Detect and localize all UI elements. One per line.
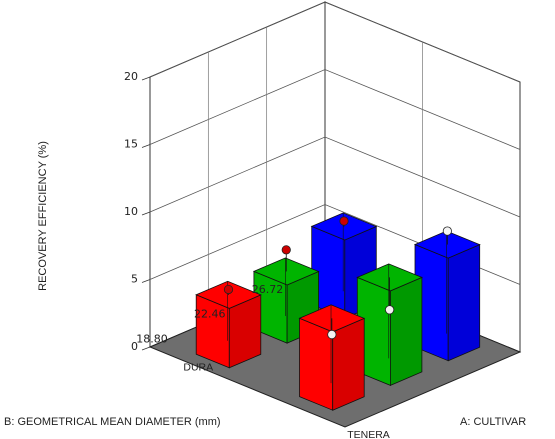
- bar-side-face: [332, 317, 365, 411]
- bar-side-face: [389, 276, 423, 387]
- z-tick: [141, 76, 151, 81]
- z-tick-label: 5: [131, 273, 138, 286]
- bar: [195, 280, 262, 369]
- bar: [413, 226, 481, 362]
- bar-front-face: [299, 317, 334, 411]
- design-point: [339, 216, 349, 226]
- z-tick: [141, 144, 151, 148]
- bar: [356, 263, 423, 387]
- z-tick-label: 10: [124, 205, 138, 218]
- z-axis-title: RECOVERY EFFICIENCY (%): [37, 141, 49, 291]
- z-tick-label: 0: [131, 340, 138, 353]
- bar-side-face: [447, 243, 481, 362]
- z-tick: [141, 279, 151, 283]
- design-point: [384, 305, 395, 315]
- z-tick-label: 15: [124, 138, 138, 151]
- z-tick: [141, 346, 151, 351]
- chart-labels: 0 5 10 15 20 18.80 22.46 26.72 DURA TENERA: [124, 70, 390, 439]
- z-tick-label: 20: [124, 70, 138, 83]
- x-category-label: DURA: [183, 362, 213, 374]
- y-axis-title: B: GEOMETRICAL MEAN DIAMETER (mm): [4, 416, 221, 428]
- bar: [298, 304, 366, 411]
- y-tick-label: 22.46: [194, 308, 226, 321]
- design-point: [281, 245, 291, 255]
- x-category-label: TENERA: [347, 429, 390, 439]
- y-tick-label: 18.80: [136, 332, 168, 345]
- design-point: [327, 329, 337, 340]
- design-point: [223, 284, 234, 295]
- bar-top-face: [298, 304, 366, 333]
- y-tick-label: 26.72: [252, 283, 284, 296]
- design-point: [442, 226, 452, 236]
- chart-bars: [195, 212, 481, 411]
- z-tick: [141, 211, 151, 216]
- x-axis-title: A: CULTIVAR: [460, 416, 526, 428]
